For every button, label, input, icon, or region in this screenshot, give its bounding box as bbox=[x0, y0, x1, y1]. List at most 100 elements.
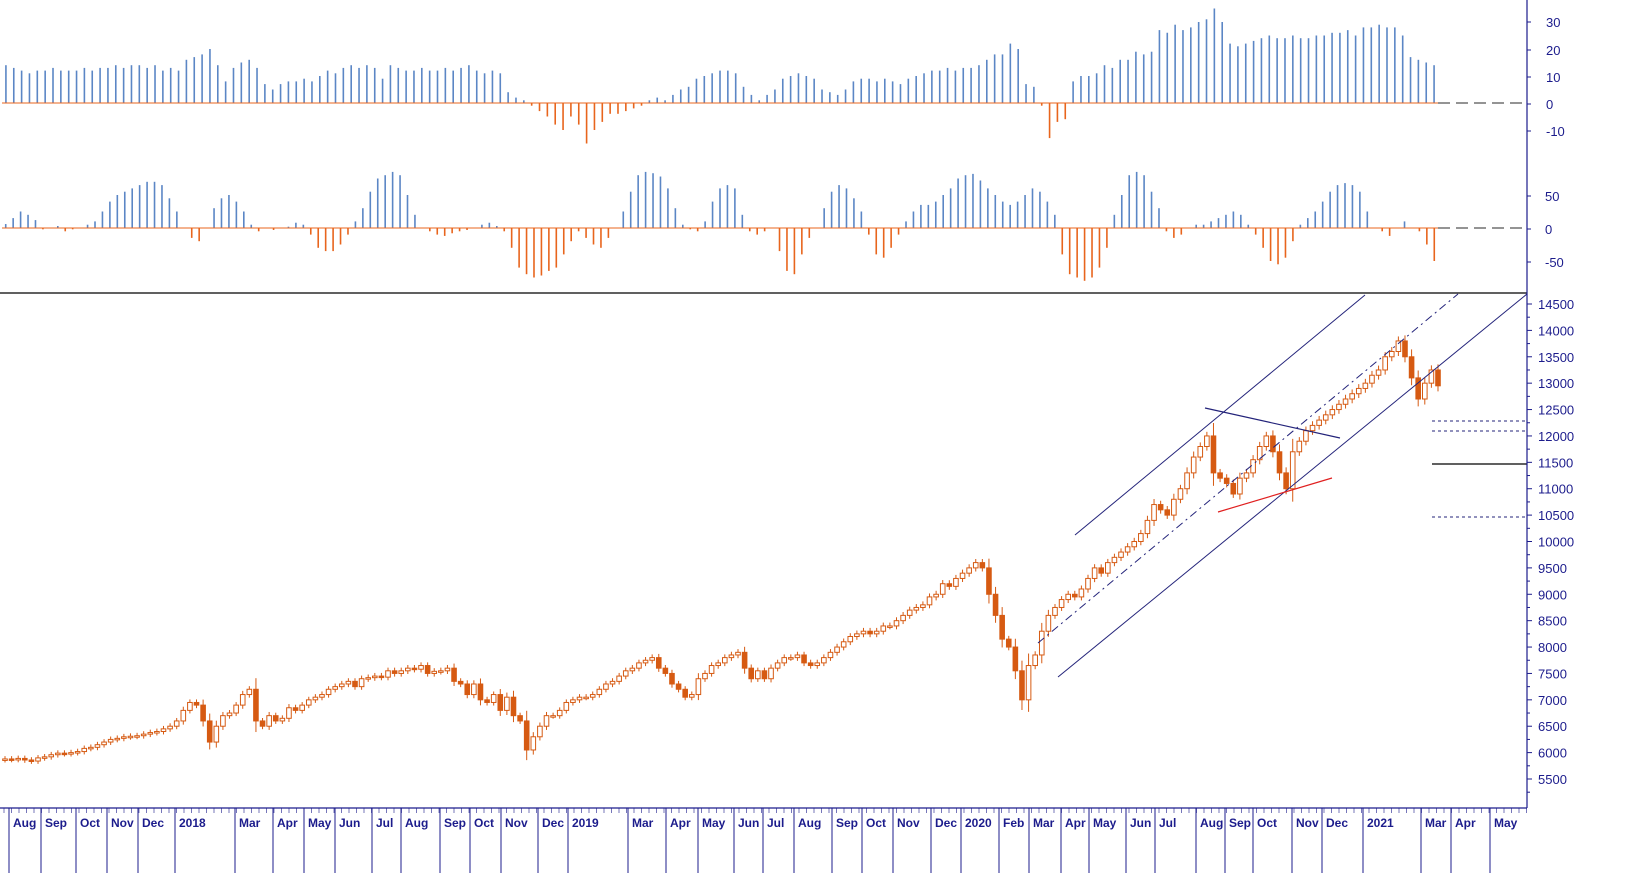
price-panel bbox=[2, 335, 1441, 764]
x-tick-label: 2018 bbox=[179, 816, 206, 830]
candle bbox=[570, 699, 576, 703]
candle bbox=[292, 707, 299, 711]
candle bbox=[847, 636, 854, 643]
y-tick-label: 20 bbox=[1546, 43, 1560, 58]
candle bbox=[266, 715, 272, 727]
candle bbox=[1237, 477, 1243, 495]
candle bbox=[180, 709, 187, 722]
x-tick-label: Apr bbox=[277, 816, 298, 830]
candle bbox=[431, 670, 438, 674]
candle bbox=[1250, 459, 1256, 474]
candle bbox=[1012, 646, 1019, 672]
candle bbox=[801, 654, 807, 664]
y-tick-label: 10500 bbox=[1538, 508, 1574, 523]
x-tick-label: Dec bbox=[542, 816, 564, 830]
candle bbox=[134, 735, 140, 738]
candle bbox=[140, 733, 147, 737]
y-tick-label: 14000 bbox=[1538, 323, 1574, 338]
candle bbox=[279, 717, 286, 722]
candle bbox=[504, 696, 510, 711]
candle bbox=[953, 577, 959, 587]
candle bbox=[649, 657, 655, 661]
x-tick-label: Nov bbox=[111, 816, 134, 830]
candle bbox=[715, 662, 721, 667]
x-tick-label: Jun bbox=[738, 816, 759, 830]
y-tick-label: 8500 bbox=[1538, 614, 1567, 629]
candle bbox=[589, 694, 596, 698]
candle bbox=[2, 758, 8, 761]
candle bbox=[1289, 451, 1296, 490]
candle bbox=[1124, 546, 1131, 553]
candle bbox=[365, 677, 372, 680]
candle bbox=[1032, 654, 1038, 667]
x-tick-label: Jul bbox=[767, 816, 784, 830]
candle bbox=[88, 746, 94, 750]
candle bbox=[735, 651, 741, 656]
candle bbox=[1065, 593, 1071, 601]
x-tick-label: May bbox=[1494, 816, 1518, 830]
candle bbox=[1204, 435, 1210, 448]
candle bbox=[636, 662, 642, 669]
candle bbox=[1276, 451, 1283, 474]
candle bbox=[411, 667, 418, 671]
candle bbox=[1270, 435, 1276, 453]
candle bbox=[424, 665, 431, 674]
candle bbox=[576, 696, 583, 701]
candle bbox=[200, 704, 206, 722]
candle bbox=[451, 667, 457, 682]
candle bbox=[259, 720, 266, 727]
y-tick-label: -10 bbox=[1546, 124, 1565, 139]
candle bbox=[497, 694, 504, 711]
candle bbox=[906, 609, 913, 616]
x-tick-label: Aug bbox=[13, 816, 36, 830]
candle bbox=[1369, 374, 1375, 384]
candle bbox=[517, 715, 523, 722]
candle bbox=[966, 567, 972, 574]
candle bbox=[959, 572, 966, 579]
candle bbox=[1421, 382, 1428, 400]
upper-oscillator-panel: 30 20 10 0 -10 bbox=[2, 8, 1565, 144]
candle bbox=[246, 688, 253, 696]
y-tick-label: 10 bbox=[1546, 70, 1560, 85]
candle bbox=[1428, 369, 1435, 384]
candle bbox=[41, 756, 48, 759]
candle bbox=[213, 725, 220, 743]
x-tick-label: Aug bbox=[1200, 816, 1223, 830]
x-tick-label: Apr bbox=[1065, 816, 1086, 830]
candle bbox=[68, 752, 74, 755]
candle bbox=[682, 688, 688, 698]
candle bbox=[1052, 606, 1058, 616]
candle bbox=[28, 759, 35, 762]
candle bbox=[933, 593, 939, 598]
candle bbox=[821, 657, 827, 664]
candle bbox=[920, 604, 926, 608]
candle bbox=[1283, 472, 1289, 490]
candle bbox=[1309, 424, 1316, 432]
x-tick-label: Sep bbox=[45, 816, 67, 830]
candle bbox=[61, 752, 68, 756]
candle bbox=[1303, 430, 1309, 442]
candle bbox=[807, 662, 814, 667]
candle bbox=[154, 731, 160, 734]
candle bbox=[900, 614, 906, 622]
candle bbox=[1342, 398, 1349, 405]
candle bbox=[840, 641, 847, 648]
candle bbox=[1329, 409, 1336, 416]
candle bbox=[1197, 446, 1204, 458]
candle bbox=[457, 680, 464, 685]
candle bbox=[484, 699, 490, 703]
candle bbox=[992, 593, 999, 616]
candle bbox=[939, 583, 946, 595]
candle bbox=[81, 747, 88, 753]
candle bbox=[946, 583, 953, 587]
candle bbox=[728, 654, 735, 659]
x-tick-label: Feb bbox=[1003, 816, 1024, 830]
candle bbox=[187, 701, 193, 711]
candle bbox=[398, 670, 405, 674]
x-tick-label: Jun bbox=[1130, 816, 1151, 830]
candle bbox=[1177, 488, 1184, 500]
candle bbox=[444, 667, 451, 672]
candle bbox=[1375, 369, 1382, 376]
candle bbox=[160, 728, 167, 732]
candle bbox=[286, 707, 292, 719]
